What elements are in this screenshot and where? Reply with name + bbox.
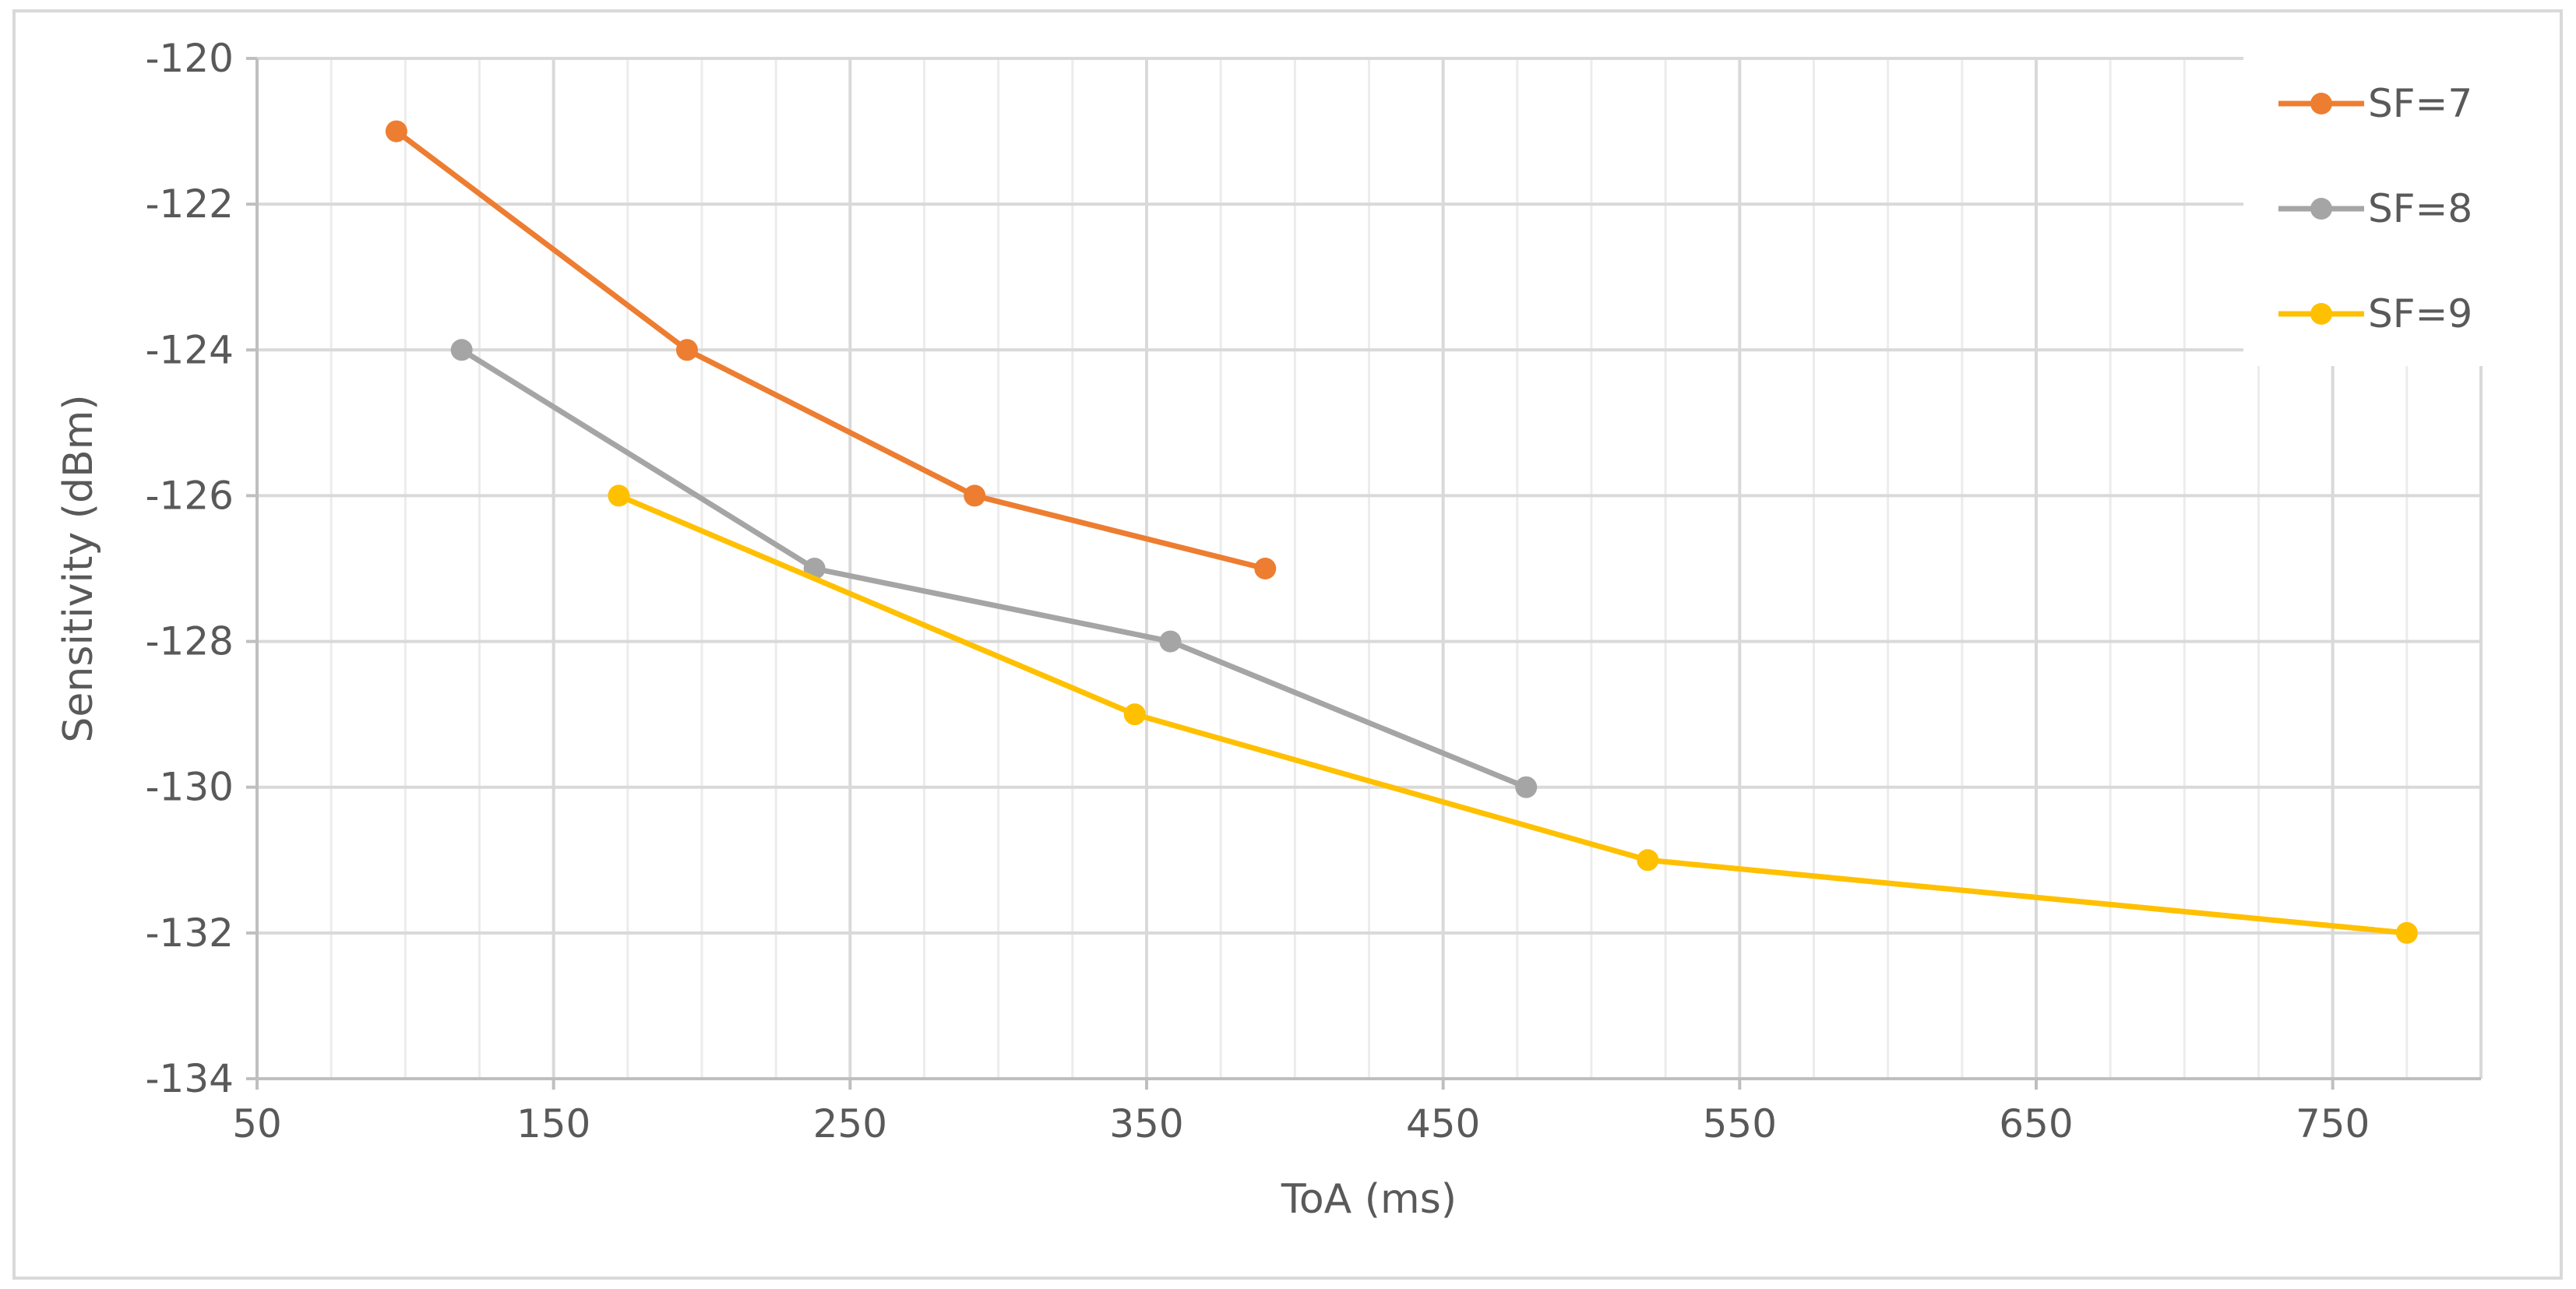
legend: SF=7 SF=8 SF=9 xyxy=(2243,47,2493,366)
x-tick-label: 650 xyxy=(1999,1101,2073,1146)
data-point xyxy=(1515,776,1538,798)
legend-swatch-marker xyxy=(2310,93,2332,114)
legend-label: SF=8 xyxy=(2368,186,2472,231)
x-tick-label: 350 xyxy=(1109,1101,1183,1146)
data-point xyxy=(1254,558,1277,579)
data-point xyxy=(385,120,407,143)
y-tick-label: -126 xyxy=(146,473,234,518)
legend-item: SF=7 xyxy=(2278,81,2472,126)
y-tick-label: -122 xyxy=(146,181,234,227)
data-point xyxy=(964,484,986,507)
y-axis-title: Sensitivity (dBm) xyxy=(55,394,102,742)
series-1 xyxy=(385,120,1277,579)
y-tick-label: -134 xyxy=(146,1056,234,1101)
series-line xyxy=(459,347,1529,791)
x-tick-label: 550 xyxy=(1703,1101,1777,1146)
data-point xyxy=(608,484,630,507)
data-point xyxy=(1637,849,1659,872)
y-tick-label: -130 xyxy=(146,765,234,810)
x-tick-label: 250 xyxy=(813,1101,887,1146)
series-layer xyxy=(385,120,2418,944)
axes xyxy=(246,57,2481,1090)
x-tick-label: 50 xyxy=(232,1101,282,1146)
major-gridlines xyxy=(257,57,2483,1079)
data-point xyxy=(1159,630,1182,653)
data-point xyxy=(1123,703,1146,726)
series-3 xyxy=(608,484,2418,944)
series-line xyxy=(615,492,2410,936)
data-point xyxy=(450,339,473,361)
minor-gridlines xyxy=(329,58,2409,1079)
legend-item: SF=9 xyxy=(2278,291,2472,336)
data-point xyxy=(2395,921,2418,944)
x-tick-label: 150 xyxy=(516,1101,590,1146)
y-tick-label: -120 xyxy=(146,36,234,81)
x-axis-tick-labels: 50 150 250 350 450 550 650 750 xyxy=(232,1101,2370,1146)
legend-item: SF=8 xyxy=(2278,186,2472,231)
chart-border xyxy=(12,9,2563,1280)
series-line xyxy=(393,129,1268,572)
legend-label: SF=7 xyxy=(2368,81,2472,126)
series-2 xyxy=(450,339,1538,798)
y-axis-tick-labels: -120 -122 -124 -126 -128 -130 -132 -134 xyxy=(146,36,234,1101)
x-tick-label: 450 xyxy=(1406,1101,1480,1146)
legend-swatch-marker xyxy=(2310,198,2332,220)
y-tick-label: -128 xyxy=(146,619,234,664)
legend-label: SF=9 xyxy=(2368,291,2472,336)
x-tick-label: 750 xyxy=(2296,1101,2370,1146)
data-point xyxy=(675,339,698,361)
legend-swatch-marker xyxy=(2310,303,2332,325)
y-tick-label: -124 xyxy=(146,327,234,372)
x-axis-title: ToA (ms) xyxy=(1281,1176,1457,1223)
y-tick-label: -132 xyxy=(146,910,234,956)
